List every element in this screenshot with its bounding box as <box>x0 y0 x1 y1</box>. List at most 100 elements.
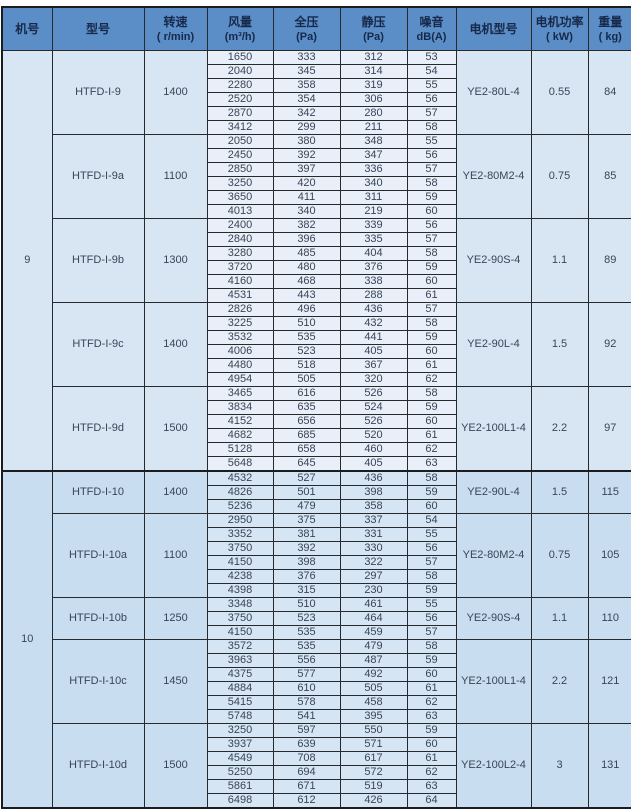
model-cell: HTFD-I-9 <box>52 51 144 135</box>
airflow-cell: 4826 <box>207 486 273 500</box>
static-pressure-cell: 331 <box>340 528 407 542</box>
static-pressure-cell: 460 <box>340 443 407 457</box>
machine-no-cell: 9 <box>2 51 52 472</box>
static-pressure-cell: 330 <box>340 542 407 556</box>
noise-cell: 58 <box>407 640 456 654</box>
airflow-cell: 4150 <box>207 626 273 640</box>
total-pressure-cell: 420 <box>273 177 340 191</box>
noise-cell: 61 <box>407 289 456 303</box>
noise-cell: 55 <box>407 135 456 149</box>
machine-no-cell: 10 <box>2 471 52 808</box>
motor-model-cell: YE2-80M2-4 <box>456 514 531 598</box>
total-pressure-cell: 597 <box>273 724 340 738</box>
airflow-cell: 4152 <box>207 415 273 429</box>
static-pressure-cell: 319 <box>340 79 407 93</box>
total-pressure-cell: 375 <box>273 514 340 528</box>
static-pressure-cell: 617 <box>340 752 407 766</box>
total-pressure-cell: 527 <box>273 471 340 486</box>
weight-cell: 105 <box>588 514 631 598</box>
weight-cell: 110 <box>588 598 631 640</box>
airflow-cell: 3937 <box>207 738 273 752</box>
static-pressure-cell: 297 <box>340 570 407 584</box>
total-pressure-cell: 635 <box>273 401 340 415</box>
speed-cell: 1100 <box>144 514 207 598</box>
noise-cell: 54 <box>407 65 456 79</box>
motor-model-cell: YE2-100L2-4 <box>456 724 531 809</box>
noise-cell: 62 <box>407 696 456 710</box>
airflow-cell: 3720 <box>207 261 273 275</box>
airflow-cell: 6498 <box>207 794 273 809</box>
noise-cell: 60 <box>407 205 456 219</box>
col-header-label: 噪音 <box>408 15 456 30</box>
airflow-cell: 3750 <box>207 542 273 556</box>
noise-cell: 57 <box>407 626 456 640</box>
static-pressure-cell: 459 <box>340 626 407 640</box>
static-pressure-cell: 335 <box>340 233 407 247</box>
speed-cell: 1500 <box>144 387 207 472</box>
static-pressure-cell: 526 <box>340 415 407 429</box>
total-pressure-cell: 535 <box>273 640 340 654</box>
noise-cell: 55 <box>407 528 456 542</box>
total-pressure-cell: 505 <box>273 373 340 387</box>
airflow-cell: 2400 <box>207 219 273 233</box>
static-pressure-cell: 376 <box>340 261 407 275</box>
col-header-noise: 噪音 dB(A) <box>407 7 456 51</box>
col-header-label: 转速 <box>145 15 207 30</box>
static-pressure-cell: 340 <box>340 177 407 191</box>
total-pressure-cell: 541 <box>273 710 340 724</box>
total-pressure-cell: 397 <box>273 163 340 177</box>
noise-cell: 63 <box>407 710 456 724</box>
motor-power-cell: 2.2 <box>531 640 588 724</box>
static-pressure-cell: 230 <box>340 584 407 598</box>
col-header-sub: ( kW) <box>532 30 588 44</box>
motor-power-cell: 1.1 <box>531 598 588 640</box>
noise-cell: 61 <box>407 359 456 373</box>
airflow-cell: 2520 <box>207 93 273 107</box>
weight-cell: 97 <box>588 387 631 472</box>
noise-cell: 57 <box>407 107 456 121</box>
col-header-label: 重量 <box>589 15 631 30</box>
fan-spec-table: 机号 型号 转速 ( r/min) 风量 (m³/h) 全压 (Pa) <box>1 6 631 809</box>
noise-cell: 56 <box>407 612 456 626</box>
airflow-cell: 2950 <box>207 514 273 528</box>
airflow-cell: 5748 <box>207 710 273 724</box>
motor-model-cell: YE2-90L-4 <box>456 303 531 387</box>
airflow-cell: 2870 <box>207 107 273 121</box>
airflow-cell: 3963 <box>207 654 273 668</box>
weight-cell: 115 <box>588 471 631 514</box>
motor-power-cell: 0.75 <box>531 514 588 598</box>
static-pressure-cell: 367 <box>340 359 407 373</box>
static-pressure-cell: 337 <box>340 514 407 528</box>
airflow-cell: 4480 <box>207 359 273 373</box>
airflow-cell: 3280 <box>207 247 273 261</box>
static-pressure-cell: 426 <box>340 794 407 809</box>
speed-cell: 1400 <box>144 51 207 135</box>
col-header-airflow: 风量 (m³/h) <box>207 7 273 51</box>
noise-cell: 62 <box>407 373 456 387</box>
col-header-static-pressure: 静压 (Pa) <box>340 7 407 51</box>
col-header-sub: (Pa) <box>341 30 407 44</box>
noise-cell: 59 <box>407 584 456 598</box>
airflow-cell: 5128 <box>207 443 273 457</box>
static-pressure-cell: 306 <box>340 93 407 107</box>
col-header-sub: (Pa) <box>274 30 340 44</box>
noise-cell: 58 <box>407 570 456 584</box>
total-pressure-cell: 610 <box>273 682 340 696</box>
total-pressure-cell: 694 <box>273 766 340 780</box>
airflow-cell: 5861 <box>207 780 273 794</box>
noise-cell: 56 <box>407 219 456 233</box>
static-pressure-cell: 405 <box>340 345 407 359</box>
motor-power-cell: 1.1 <box>531 219 588 303</box>
model-cell: HTFD-I-10 <box>52 471 144 514</box>
static-pressure-cell: 211 <box>340 121 407 135</box>
weight-cell: 131 <box>588 724 631 809</box>
total-pressure-cell: 612 <box>273 794 340 809</box>
total-pressure-cell: 510 <box>273 317 340 331</box>
noise-cell: 62 <box>407 443 456 457</box>
total-pressure-cell: 392 <box>273 149 340 163</box>
